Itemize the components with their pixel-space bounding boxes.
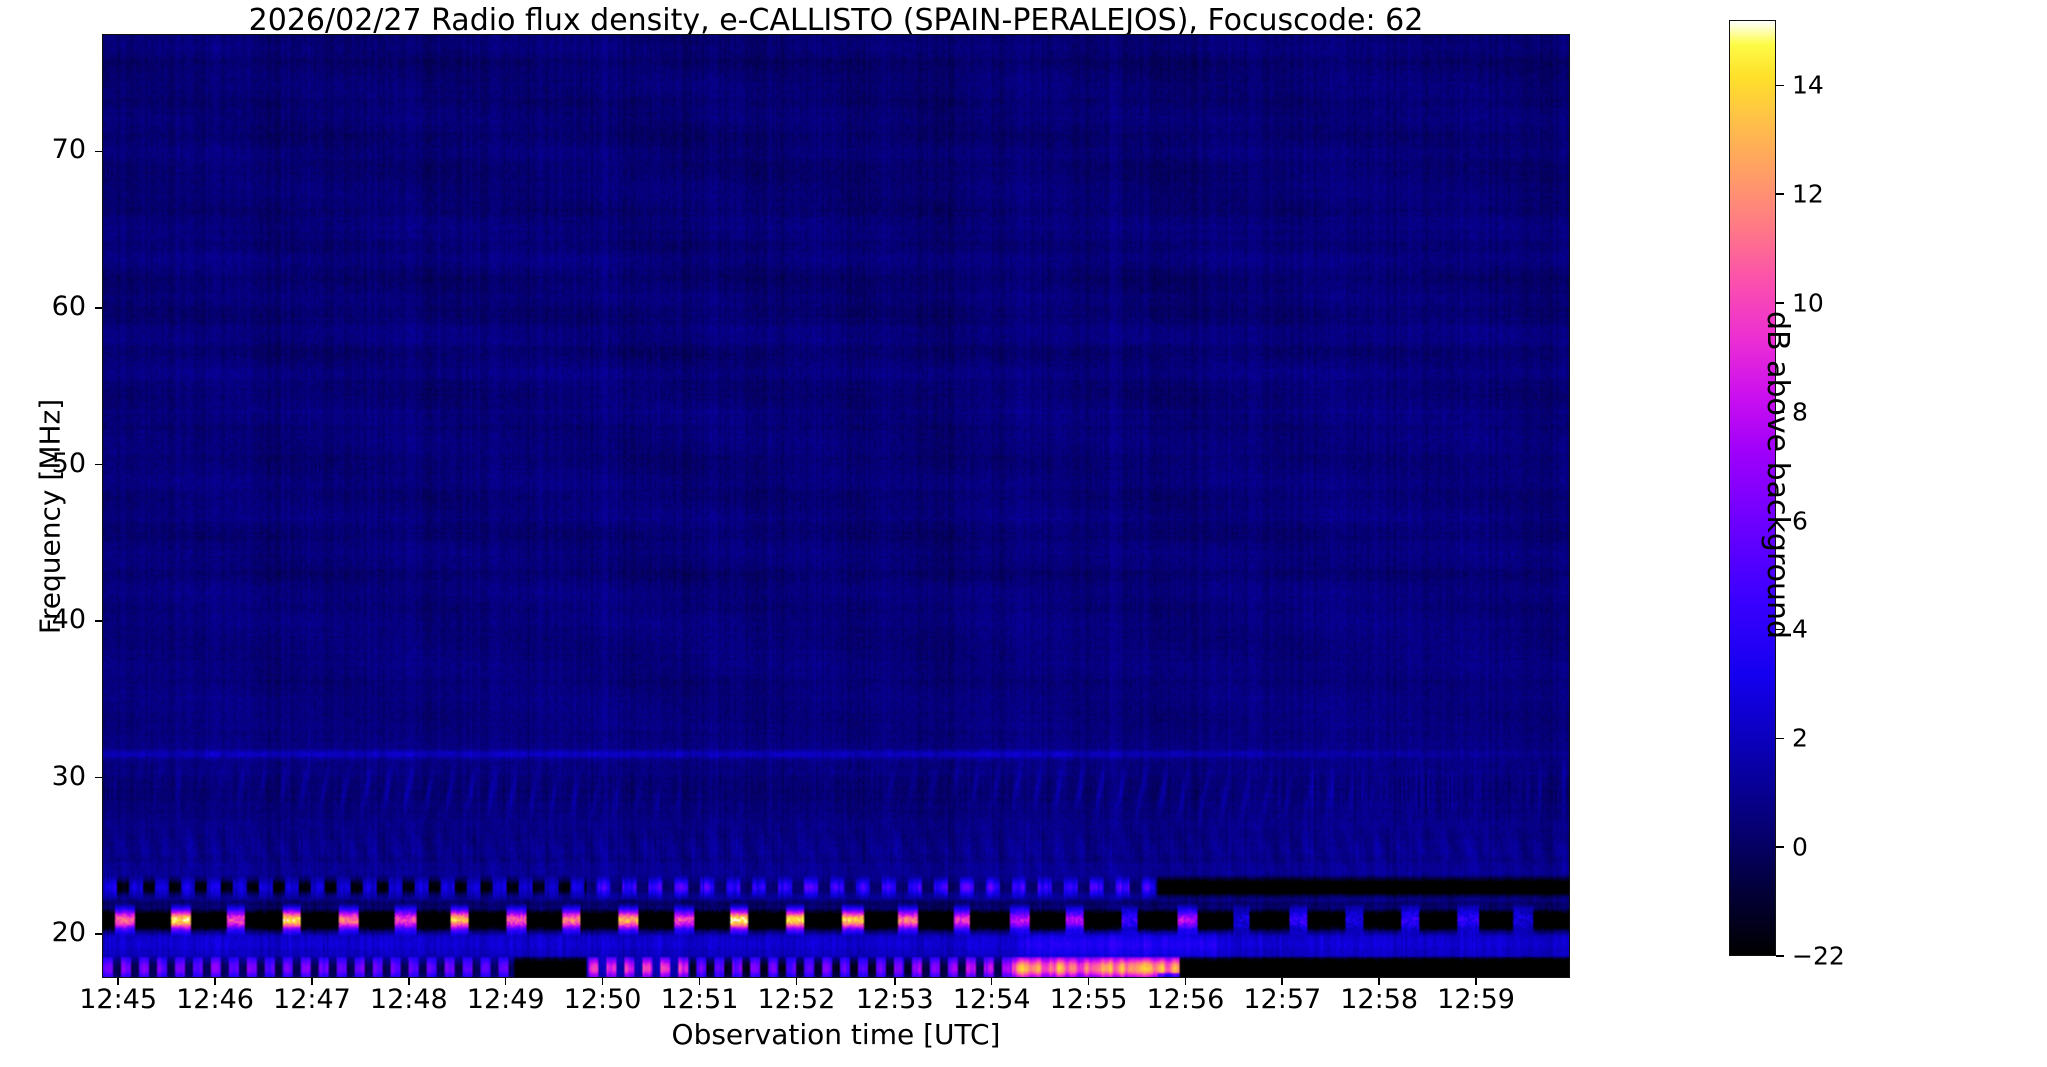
x-tick-label-12-53: 12:53 xyxy=(855,984,934,1015)
colorbar-tick-mark xyxy=(1776,955,1784,957)
x-tick-label-12-54: 12:54 xyxy=(952,984,1031,1015)
x-tick-mark xyxy=(1087,978,1090,985)
colorbar-tick-label: 12 xyxy=(1792,179,1824,209)
colorbar-tick-mark xyxy=(1776,193,1784,195)
page-title: 2026/02/27 Radio flux density, e-CALLIST… xyxy=(248,3,1424,38)
y-tick-mark xyxy=(95,463,102,466)
x-axis-title: Observation time [UTC] xyxy=(671,1018,1001,1051)
x-tick-label-12-48: 12:48 xyxy=(369,984,448,1015)
x-tick-mark xyxy=(1378,978,1380,985)
x-tick-label-12-46: 12:46 xyxy=(176,984,254,1015)
y-axis-title-wrap: Frequency [MHz] xyxy=(10,60,67,920)
colorbar-tick-mark xyxy=(1776,411,1784,413)
x-tick-mark xyxy=(117,978,119,985)
colorbar-tick-label: 14 xyxy=(1792,70,1824,100)
x-tick-label-12-47: 12:47 xyxy=(273,984,351,1015)
colorbar-tick-label: 0 xyxy=(1792,832,1808,862)
x-tick-mark xyxy=(795,978,798,985)
colorbar-tick-mark xyxy=(1776,628,1784,631)
x-tick-label-12-50: 12:50 xyxy=(563,984,642,1015)
x-tick-mark xyxy=(311,978,313,985)
y-tick-mark xyxy=(95,620,102,622)
colorbar xyxy=(1729,20,1776,956)
colorbar-tick-label: 8 xyxy=(1792,397,1808,427)
x-tick-mark xyxy=(1281,978,1284,985)
colorbar-tick-label: 10 xyxy=(1792,288,1824,318)
x-tick-label-12-45: 12:45 xyxy=(79,984,158,1015)
x-tick-mark xyxy=(1184,978,1187,985)
y-axis-title: Frequency [MHz] xyxy=(33,398,67,635)
x-tick-label-12-51: 12:51 xyxy=(660,984,739,1015)
x-tick-mark xyxy=(893,978,896,985)
colorbar-tick-label: 6 xyxy=(1792,506,1808,536)
x-tick-label-12-58: 12:58 xyxy=(1340,984,1419,1015)
spectrogram-plot-area xyxy=(102,34,1570,978)
colorbar-tick-mark xyxy=(1776,519,1784,522)
x-tick-label-12-52: 12:52 xyxy=(757,984,836,1015)
x-tick-mark xyxy=(504,978,507,985)
x-tick-mark xyxy=(1475,978,1477,985)
colorbar-tick-mark xyxy=(1776,846,1784,848)
colorbar-tick-label: −22 xyxy=(1792,941,1845,971)
y-tick-mark xyxy=(95,776,102,779)
y-tick-label-60: 60 xyxy=(51,290,86,322)
colorbar-tick-label: 4 xyxy=(1792,614,1808,644)
colorbar-tick-label: 2 xyxy=(1792,723,1808,753)
y-tick-mark xyxy=(95,150,102,153)
x-tick-mark xyxy=(698,978,701,985)
y-tick-label-40: 40 xyxy=(51,604,86,636)
y-tick-label-70: 70 xyxy=(51,134,86,166)
x-tick-label-12-56: 12:56 xyxy=(1146,984,1225,1015)
x-tick-mark xyxy=(601,978,604,985)
y-tick-mark xyxy=(95,933,102,935)
colorbar-gradient xyxy=(1730,21,1775,955)
colorbar-tick-mark xyxy=(1776,737,1784,740)
x-tick-mark xyxy=(408,978,410,985)
y-tick-label-50: 50 xyxy=(51,447,86,479)
x-tick-mark xyxy=(990,978,993,985)
x-tick-label-12-59: 12:59 xyxy=(1437,984,1515,1015)
y-tick-label-30: 30 xyxy=(51,760,86,792)
spectrogram-image xyxy=(103,35,1569,977)
x-tick-label-12-57: 12:57 xyxy=(1243,984,1322,1015)
y-tick-label-20: 20 xyxy=(51,917,86,949)
x-tick-mark xyxy=(214,978,216,985)
colorbar-tick-mark xyxy=(1776,84,1784,87)
y-tick-mark xyxy=(95,307,102,309)
x-tick-label-12-49: 12:49 xyxy=(466,984,545,1015)
x-tick-label-12-55: 12:55 xyxy=(1049,984,1128,1015)
colorbar-title: dB above background xyxy=(1760,310,1795,640)
colorbar-tick-mark xyxy=(1776,302,1784,304)
